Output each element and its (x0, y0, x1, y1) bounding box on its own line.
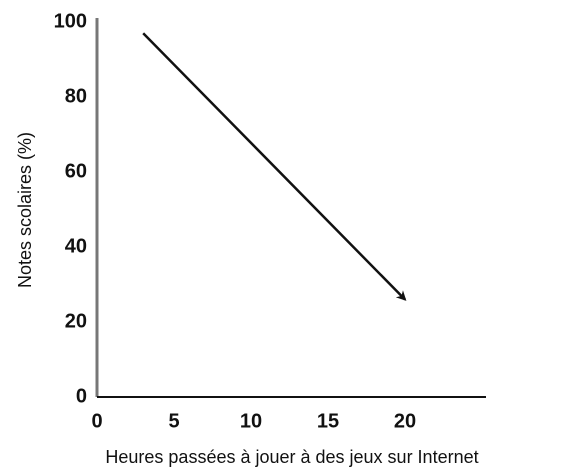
x-tick-label: 20 (394, 410, 416, 432)
y-tick-label: 0 (76, 385, 87, 407)
y-tick-label: 80 (65, 85, 87, 107)
y-tick-label: 20 (65, 310, 87, 332)
x-tick-label: 10 (240, 410, 262, 432)
y-axis-title: Notes scolaires (%) (15, 132, 35, 288)
y-tick-label: 60 (65, 160, 87, 182)
x-tick-label: 5 (168, 410, 179, 432)
x-tick-label: 15 (317, 410, 339, 432)
y-tick-label: 40 (65, 235, 87, 257)
x-tick-label: 0 (91, 410, 102, 432)
trend-arrow (142, 32, 407, 301)
y-tick-label: 100 (54, 10, 87, 32)
x-axis-title: Heures passées à jouer à des jeux sur In… (105, 447, 478, 467)
